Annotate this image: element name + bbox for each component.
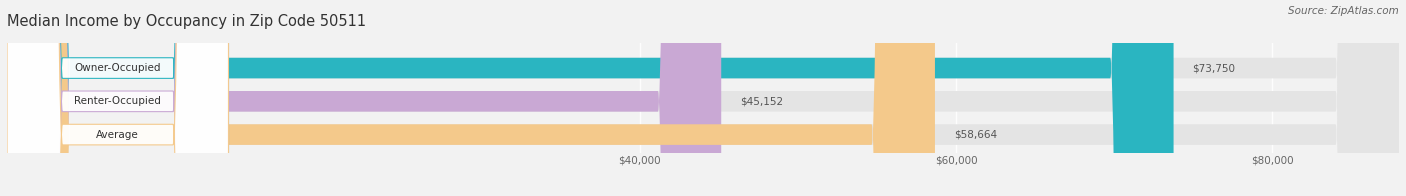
FancyBboxPatch shape [7, 0, 1399, 196]
Text: Average: Average [97, 130, 139, 140]
Text: $73,750: $73,750 [1192, 63, 1236, 73]
Text: Renter-Occupied: Renter-Occupied [75, 96, 162, 106]
FancyBboxPatch shape [7, 0, 228, 196]
Text: Source: ZipAtlas.com: Source: ZipAtlas.com [1288, 6, 1399, 16]
FancyBboxPatch shape [7, 0, 1399, 196]
Text: $45,152: $45,152 [740, 96, 783, 106]
FancyBboxPatch shape [7, 0, 935, 196]
Text: $58,664: $58,664 [953, 130, 997, 140]
FancyBboxPatch shape [7, 0, 228, 196]
FancyBboxPatch shape [7, 0, 1399, 196]
FancyBboxPatch shape [7, 0, 721, 196]
FancyBboxPatch shape [7, 0, 228, 196]
Text: Owner-Occupied: Owner-Occupied [75, 63, 162, 73]
Text: Median Income by Occupancy in Zip Code 50511: Median Income by Occupancy in Zip Code 5… [7, 14, 366, 29]
FancyBboxPatch shape [7, 0, 1174, 196]
